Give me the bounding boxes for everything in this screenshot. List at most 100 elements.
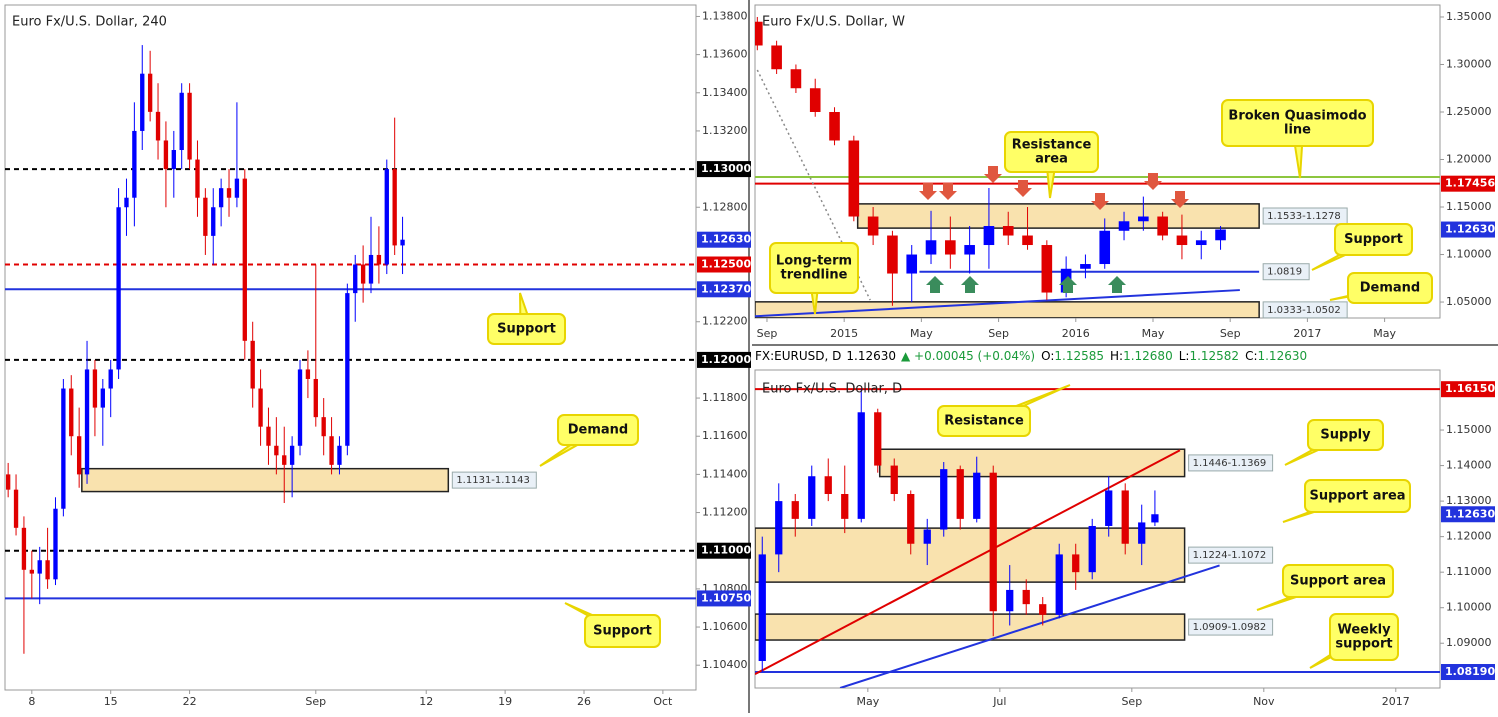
x-tick-label: Oct xyxy=(653,695,673,708)
level-label: 1.17456 xyxy=(1445,177,1495,190)
quote-field: 1.12582 xyxy=(1189,349,1239,363)
zone-label: 1.1131-1.1143 xyxy=(456,475,530,486)
level-label-box xyxy=(697,590,751,607)
callout-box xyxy=(584,614,661,648)
panel-frame xyxy=(4,4,697,691)
candle-body xyxy=(353,264,358,294)
candle-body xyxy=(890,465,898,495)
y-tick-label: 1.14000 xyxy=(1446,459,1492,472)
zone-label: 1.1533-1.1278 xyxy=(1267,211,1341,222)
x-tick-label: Sep xyxy=(988,327,1009,340)
candle-body xyxy=(171,150,176,170)
quote-field: O: xyxy=(1041,349,1054,363)
candle-body xyxy=(1121,490,1129,544)
candle-body xyxy=(282,455,287,465)
zone-label-box xyxy=(1188,618,1274,636)
y-tick-label: 1.25000 xyxy=(1446,105,1492,118)
candle-body xyxy=(808,476,816,519)
x-tick-label: Sep xyxy=(1121,695,1142,708)
callout-text: trendline xyxy=(781,268,848,283)
quote-field: ▲ +0.00045 (+0.04%) xyxy=(901,349,1035,363)
zone-label: 1.0333-1.0502 xyxy=(1267,305,1341,316)
candle-body xyxy=(1138,216,1149,222)
plot-area xyxy=(755,16,1440,318)
candle-body xyxy=(841,494,849,519)
candle-body xyxy=(305,369,311,379)
line-label: 1.0819 xyxy=(1267,267,1302,278)
candle-body xyxy=(179,92,184,151)
quote-field: 1.12630 xyxy=(1257,349,1307,363)
candle-body xyxy=(218,188,224,208)
candle-body xyxy=(973,472,981,519)
candle-body xyxy=(989,472,997,612)
callout-text: Resistance xyxy=(944,414,1024,429)
candle-body xyxy=(906,254,918,274)
marker-arrow xyxy=(1144,173,1162,190)
candle-body xyxy=(108,369,113,389)
level-label-box xyxy=(1441,506,1495,523)
candle-body xyxy=(1138,522,1146,544)
marker-arrow xyxy=(1059,276,1077,293)
candle-body xyxy=(45,560,50,580)
candle-body xyxy=(1176,235,1188,246)
level-label-box xyxy=(1441,175,1495,192)
zone xyxy=(755,527,1186,583)
candle-body xyxy=(321,417,326,437)
y-tick-label: 1.12800 xyxy=(702,200,748,213)
candle-body xyxy=(1151,514,1159,523)
callout-text: Weekly xyxy=(1337,623,1391,638)
y-tick-label: 1.10600 xyxy=(702,620,748,633)
y-tick-label: 1.11800 xyxy=(702,391,748,404)
zone-label: 1.1224-1.1072 xyxy=(1193,550,1267,561)
candle-body xyxy=(53,508,58,580)
candle-body xyxy=(313,378,318,418)
zone xyxy=(81,467,450,493)
y-tick-label: 1.35000 xyxy=(1446,10,1492,23)
candle-body xyxy=(297,369,303,446)
callout-text: Support xyxy=(497,322,556,337)
zone xyxy=(755,613,1186,641)
callout-text: Broken Quasimodo xyxy=(1228,109,1366,124)
candle-body xyxy=(13,489,19,528)
zone xyxy=(755,301,1260,318)
level-label: 1.08190 xyxy=(1445,665,1495,678)
level-label-box xyxy=(1441,381,1495,398)
y-tick-label: 1.15000 xyxy=(1446,200,1492,213)
candle-body xyxy=(1099,230,1111,265)
callout: Demand xyxy=(539,414,639,467)
level-label-box xyxy=(697,351,751,368)
y-tick-label: 1.13600 xyxy=(702,48,748,61)
plot-area xyxy=(5,45,696,654)
level-label: 1.11000 xyxy=(701,544,751,557)
callout-box xyxy=(1004,131,1099,173)
candle-body xyxy=(69,388,74,437)
marker-arrow xyxy=(1171,191,1189,208)
callout-box xyxy=(487,313,566,345)
level-label: 1.12630 xyxy=(701,233,751,246)
candle-body xyxy=(266,426,271,446)
callout-text: Resistance xyxy=(1012,138,1092,153)
callout: Support xyxy=(487,292,566,345)
chart-title: Euro Fx/U.S. Dollar, D xyxy=(762,382,902,397)
candle-body xyxy=(983,226,995,246)
x-tick-label: 2016 xyxy=(1062,327,1090,340)
candle-body xyxy=(790,69,802,89)
candle-body xyxy=(771,45,782,70)
candle-body xyxy=(5,474,11,490)
x-tick-label: May xyxy=(1142,327,1165,340)
candle-body xyxy=(829,111,840,141)
callout: Support area xyxy=(1256,564,1394,611)
candle-body xyxy=(1041,245,1053,293)
candle-body xyxy=(329,436,334,465)
candle-body xyxy=(337,445,342,465)
candle-body xyxy=(384,169,389,265)
y-tick-label: 1.11400 xyxy=(702,467,748,480)
callout-text: Support xyxy=(593,624,652,639)
y-tick-label: 1.12200 xyxy=(702,315,748,328)
y-tick-label: 1.30000 xyxy=(1446,57,1492,70)
marker-arrow xyxy=(1014,180,1032,197)
candle-body xyxy=(147,73,153,112)
